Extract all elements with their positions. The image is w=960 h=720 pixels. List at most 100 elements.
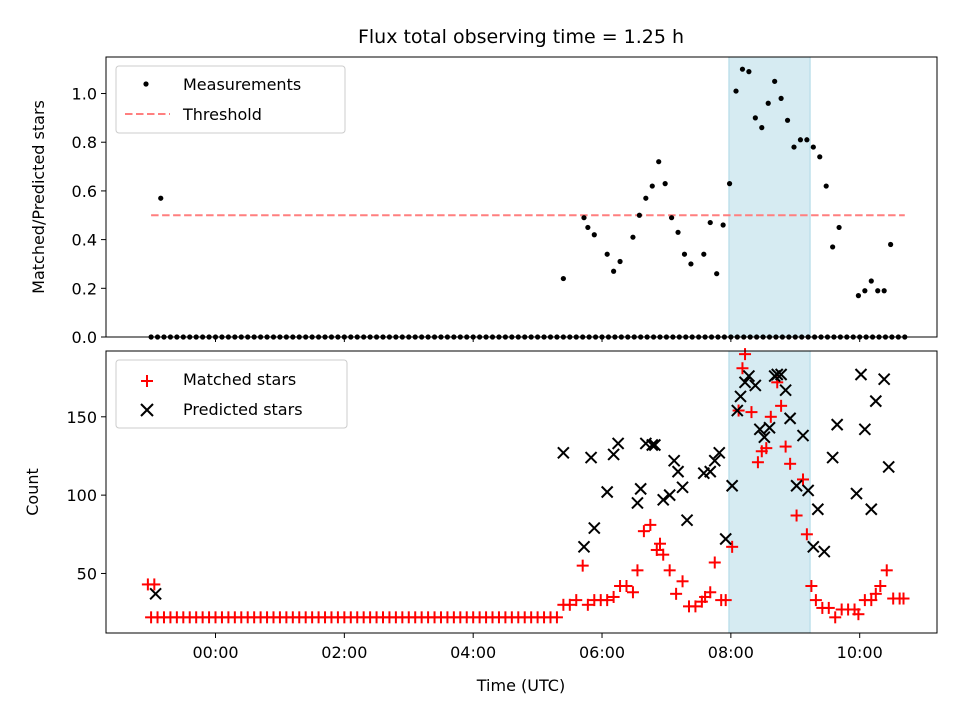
predicted-star-point <box>801 484 815 497</box>
matched-stars-series <box>141 348 910 624</box>
matched-star-point <box>719 594 732 607</box>
matched-star-point <box>607 590 620 603</box>
bottom-y-tick-label: 50 <box>77 564 97 583</box>
top-legend: Measurements Threshold <box>115 65 346 134</box>
measurement-point <box>772 78 778 84</box>
predicted-star-point <box>738 376 752 389</box>
predicted-star-point <box>818 545 831 558</box>
top-y-tick-label: 0.2 <box>72 279 97 298</box>
x-tick-label: 10:00 <box>837 643 883 662</box>
predicted-star-point <box>771 368 784 381</box>
predicted-star-point <box>671 465 685 478</box>
predicted-star-point <box>611 437 625 450</box>
predicted-star-point <box>631 496 644 510</box>
top-highlight-span <box>728 56 811 338</box>
predicted-star-point <box>646 438 659 452</box>
predicted-star-point <box>713 446 726 460</box>
measurement-point <box>830 244 836 250</box>
x-tick-label: 00:00 <box>192 643 238 662</box>
top-y-tick-label: 1.0 <box>72 85 97 104</box>
matched-star-point <box>726 540 739 553</box>
measurement-point <box>591 232 597 238</box>
matched-star-point <box>620 580 633 592</box>
measurement-point <box>759 125 765 131</box>
measurement-point <box>855 293 862 299</box>
measurement-point <box>804 137 810 143</box>
measurement-point <box>158 195 164 201</box>
predicted-star-point <box>588 521 601 535</box>
predicted-stars-series <box>149 368 895 601</box>
top-y-axis-label: Matched/Predicted stars <box>29 100 48 294</box>
measurement-point <box>797 137 804 143</box>
predicted-star-point <box>731 404 744 417</box>
predicted-star-point <box>796 429 810 442</box>
x-tick-label: 02:00 <box>321 643 367 662</box>
matched-star-point <box>148 578 161 591</box>
predicted-star-point <box>734 390 747 403</box>
legend-predicted-label: Predicted stars <box>183 400 303 419</box>
predicted-star-point <box>149 587 162 601</box>
measurement-point <box>668 215 675 221</box>
predicted-star-point <box>869 394 883 408</box>
matched-star-point <box>550 611 563 624</box>
measurement-point <box>701 251 707 257</box>
bottom-x-axis: 00:00 02:00 04:00 06:00 08:00 10:00 <box>192 633 883 662</box>
predicted-star-point <box>680 513 694 527</box>
matched-star-point <box>779 440 792 453</box>
bottom-y-axis-label: Count <box>23 468 42 516</box>
measurement-point <box>817 154 823 160</box>
predicted-star-point <box>704 465 717 478</box>
matched-star-point <box>570 594 583 607</box>
predicted-star-point <box>882 460 895 474</box>
top-legend-box <box>115 65 346 134</box>
bottom-axes-frame <box>105 350 938 634</box>
top-x-ticks <box>215 337 861 342</box>
predicted-star-point <box>557 446 570 460</box>
predicted-star-point <box>648 438 662 452</box>
matched-star-point <box>670 587 683 600</box>
matched-star-point <box>852 608 865 621</box>
top-y-tick-label: 0.8 <box>72 133 97 152</box>
measurement-point <box>836 224 842 231</box>
measurement-point <box>688 261 694 267</box>
predicted-star-point <box>763 421 776 434</box>
matched-star-point <box>790 509 803 522</box>
predicted-star-point <box>779 383 792 397</box>
matched-star-point <box>576 559 589 572</box>
measurement-point <box>791 144 797 150</box>
predicted-star-point <box>858 423 872 436</box>
predicted-star-point <box>663 488 676 502</box>
matched-star-point <box>657 548 670 561</box>
measurement-point <box>675 229 681 235</box>
matched-star-point <box>581 598 594 611</box>
measurement-point <box>720 222 726 228</box>
measurement-point <box>726 181 733 187</box>
predicted-star-point <box>708 454 721 467</box>
matched-star-point <box>800 528 813 541</box>
measurement-point <box>604 251 610 257</box>
top-axes-frame <box>105 56 938 338</box>
matched-star-point <box>676 575 689 588</box>
measurement-point <box>681 251 688 257</box>
matched-star-point <box>745 406 758 419</box>
measurement-point <box>888 241 894 248</box>
measurement-point <box>823 183 829 189</box>
matched-star-point <box>784 457 797 470</box>
measurement-point <box>868 278 874 284</box>
measurement-point <box>656 159 662 165</box>
measurement-point <box>636 212 642 218</box>
measurement-point <box>862 288 868 294</box>
matched-star-point <box>760 442 773 455</box>
measurement-point <box>875 288 881 294</box>
measurement-point <box>765 100 771 106</box>
measurement-point <box>581 215 587 221</box>
matched-star-point <box>797 473 810 486</box>
measurement-point <box>733 88 739 94</box>
predicted-star-point <box>749 379 762 392</box>
measurement-point <box>630 234 636 240</box>
predicted-star-point <box>676 481 689 494</box>
predicted-star-point <box>783 412 797 425</box>
bottom-legend: Matched stars Predicted stars <box>115 359 348 429</box>
predicted-star-point <box>600 485 614 499</box>
